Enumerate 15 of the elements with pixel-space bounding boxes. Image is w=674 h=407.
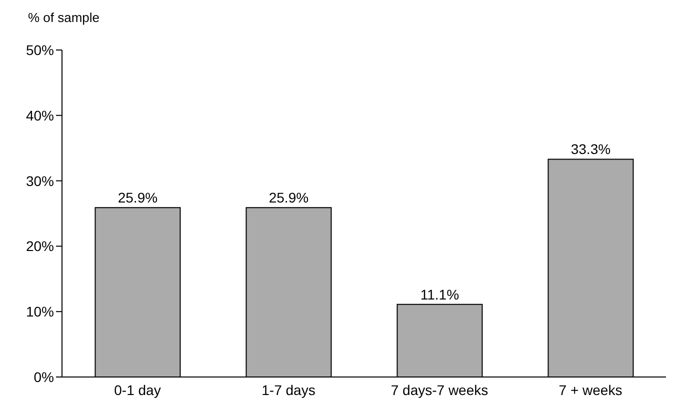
- data-label: 25.9%: [118, 190, 158, 206]
- y-tick-label: 50%: [26, 42, 54, 58]
- y-tick-label: 30%: [26, 172, 54, 189]
- x-tick-label: 7 days-7 weeks: [390, 382, 488, 398]
- data-label: 33.3%: [570, 141, 611, 158]
- x-tick-label: 7 + weeks: [558, 382, 622, 398]
- y-tick-label: 40%: [26, 107, 54, 124]
- data-label: 11.1%: [420, 286, 460, 302]
- x-tick-label: 0-1 day: [114, 382, 161, 398]
- y-axis-title: % of sample: [28, 10, 100, 25]
- data-label: 25.9%: [268, 190, 309, 206]
- y-tick-label: 20%: [26, 238, 54, 254]
- y-tick-label: 0%: [34, 368, 54, 385]
- y-tick-label: 10%: [26, 304, 54, 320]
- x-tick-label: 1-7 days: [262, 382, 316, 398]
